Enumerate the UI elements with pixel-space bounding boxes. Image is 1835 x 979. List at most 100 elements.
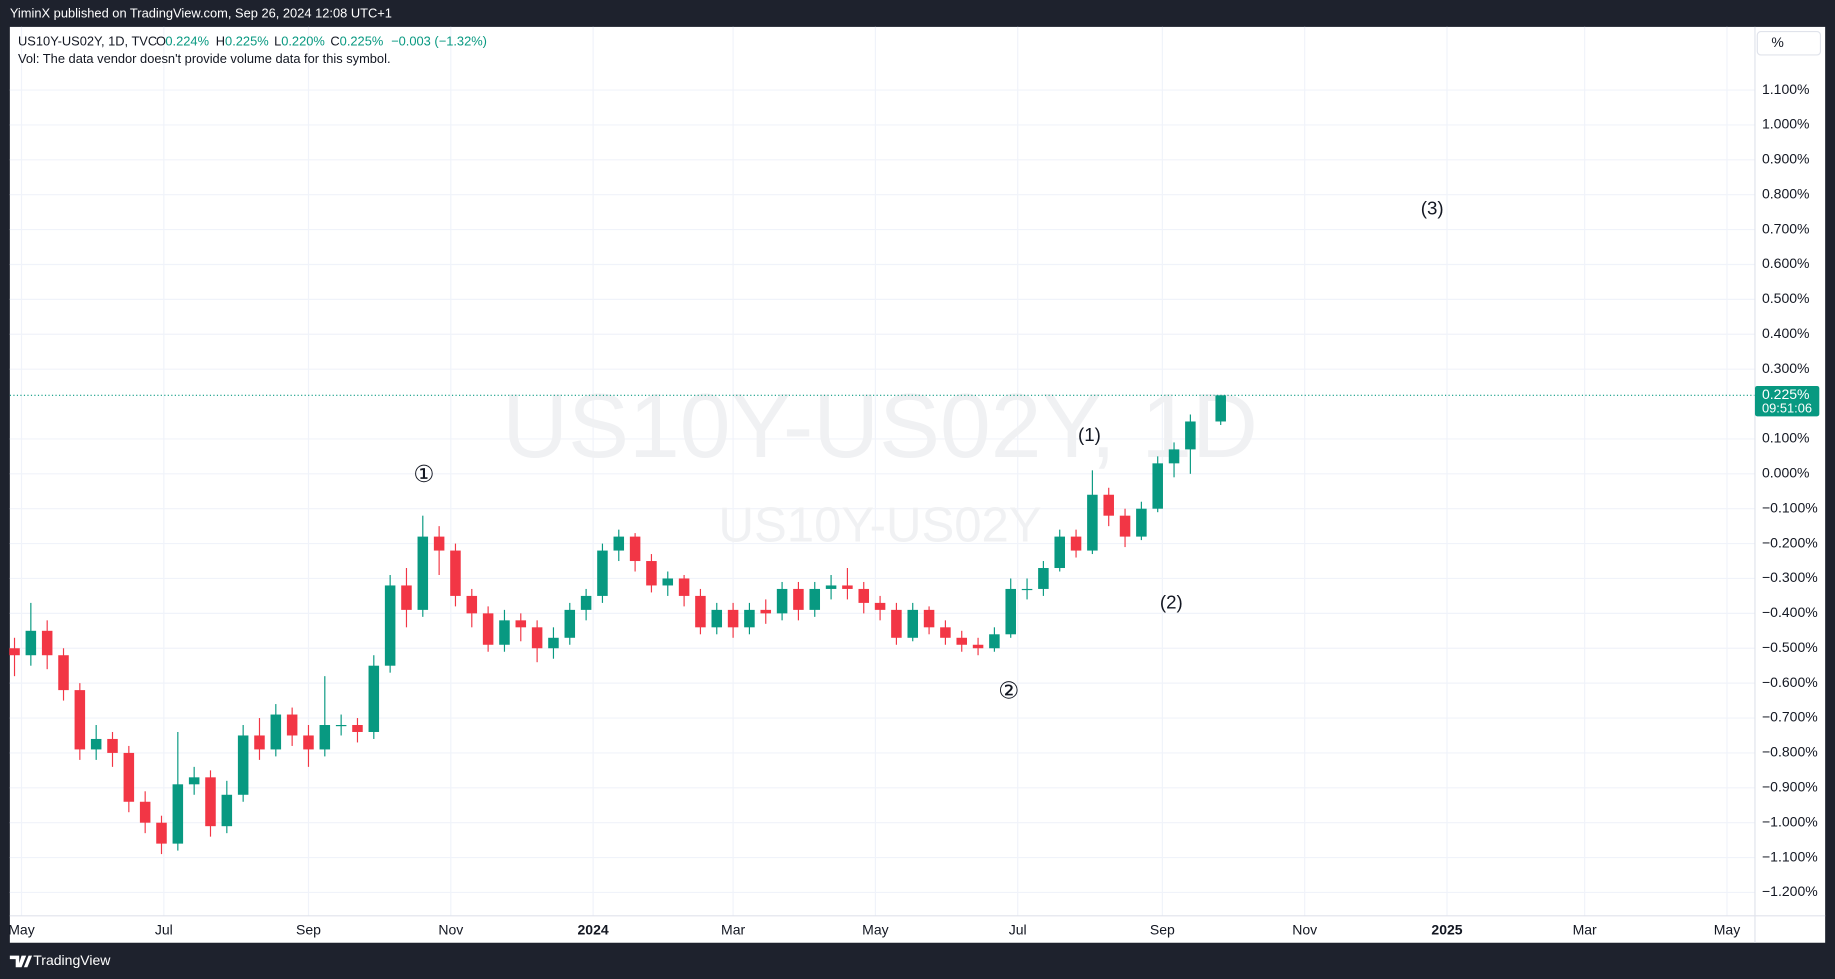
y-tick-label: −1.000% (1762, 813, 1818, 829)
l-value: 0.220% (281, 33, 325, 48)
y-tick-label: 1.100% (1762, 81, 1810, 97)
candle-body (1136, 508, 1147, 537)
c-value: 0.225% (340, 33, 384, 48)
wave-label: (2) (1160, 591, 1183, 612)
h-label: H (216, 33, 225, 48)
candle-body (188, 777, 200, 785)
candle-body (352, 725, 363, 732)
x-tick-label: Nov (438, 922, 463, 938)
x-tick-label: Sep (1150, 922, 1175, 938)
candle-body (760, 609, 772, 614)
candle-body (662, 578, 674, 586)
scale-button[interactable] (1756, 30, 1822, 56)
candle-body (695, 595, 706, 628)
x-tick-label: Jul (1009, 922, 1027, 938)
candle-body (466, 595, 478, 614)
candle-body (450, 550, 461, 596)
o-value: 0.224% (165, 33, 209, 48)
candle-body (613, 536, 625, 551)
candle-body (842, 585, 853, 589)
candle-body (237, 735, 249, 795)
candle-body (744, 609, 755, 628)
y-tick-label: 0.400% (1762, 325, 1810, 341)
candle-body (107, 738, 118, 753)
y-tick-label: 0.700% (1762, 220, 1810, 236)
candle-body (923, 609, 935, 628)
candle-body (172, 784, 184, 844)
candle-body (956, 637, 967, 645)
candle-body (1038, 568, 1049, 589)
candle-body (221, 794, 233, 827)
candle-body (989, 634, 1000, 649)
o-label: O (156, 33, 166, 48)
x-tick-label: Mar (721, 922, 745, 938)
candle-body (1185, 421, 1196, 450)
publisher: YiminX published on TradingView.com, Sep… (10, 5, 392, 20)
wave-label: ② (998, 678, 1019, 704)
legend: US10Y-US02Y, 1D, TVC O 0.224% H 0.225% L… (18, 33, 487, 66)
candle-body (874, 602, 886, 610)
candle-body (58, 655, 69, 691)
candle-body (1103, 494, 1114, 516)
candle-body (9, 648, 20, 656)
candle-body (940, 627, 951, 638)
candle-body (907, 609, 919, 638)
y-tick-label: 0.900% (1762, 151, 1810, 167)
x-tick-label: 2025 (1431, 922, 1462, 938)
candle-body (1070, 536, 1082, 551)
scale-button-label[interactable]: % (1771, 34, 1783, 50)
candle-body (286, 714, 298, 736)
c-label: C (330, 33, 339, 48)
candle-body (1119, 515, 1131, 537)
candle-body (90, 738, 102, 750)
y-tick-label: −0.900% (1762, 779, 1818, 795)
x-tick-label: Jul (155, 922, 173, 938)
candle-body (548, 637, 559, 649)
candle-body (384, 585, 396, 666)
change: −0.003 (−1.32%) (391, 33, 487, 48)
candle-body (597, 550, 608, 596)
symbol: US10Y-US02Y, 1D, TVC (18, 33, 157, 48)
y-tick-label: −0.600% (1762, 674, 1818, 690)
h-value: 0.225% (225, 33, 269, 48)
x-tick-label: May (862, 922, 888, 938)
candle-body (499, 620, 510, 645)
y-tick-label: −1.200% (1762, 883, 1818, 899)
y-tick-label: 0.600% (1762, 255, 1810, 271)
brand-name: TradingView (33, 952, 111, 968)
candle-body (1021, 588, 1033, 591)
y-tick-label: −1.100% (1762, 848, 1818, 864)
candle-body (646, 561, 657, 586)
candle-body (825, 585, 837, 589)
y-tick-label: 1.000% (1762, 116, 1810, 132)
candle-body (335, 725, 347, 727)
watermark: US10Y-US02Y, 1D (502, 375, 1258, 477)
candle-body (727, 609, 739, 628)
plot (9, 394, 1755, 855)
candle-body (205, 777, 216, 827)
candle-body (793, 588, 804, 610)
x-tick-label: 2024 (578, 922, 609, 938)
candle-body (1152, 463, 1163, 509)
candle-body (858, 588, 870, 603)
candle-body (580, 595, 592, 610)
x-tick-label: May (1714, 922, 1740, 938)
last-price-badge (1754, 385, 1820, 417)
x-tick-label: Nov (1292, 922, 1317, 938)
candle-body (25, 630, 37, 656)
candle-body (515, 620, 527, 628)
candle-body (156, 822, 167, 844)
volume-note: Vol: The data vendor doesn't provide vol… (18, 51, 391, 66)
candle-body (303, 735, 314, 750)
y-tick-label: 0.500% (1762, 290, 1810, 306)
candle-body (254, 735, 265, 750)
candle-body (1005, 588, 1016, 635)
candle-body (1054, 536, 1065, 569)
brand-logo (9, 955, 33, 968)
y-tick-label: −0.700% (1762, 709, 1818, 725)
wave-label: ① (413, 461, 434, 487)
y-tick-label: 0.800% (1762, 185, 1810, 201)
y-tick-label: 0.000% (1762, 465, 1810, 481)
grid (9, 26, 1755, 916)
